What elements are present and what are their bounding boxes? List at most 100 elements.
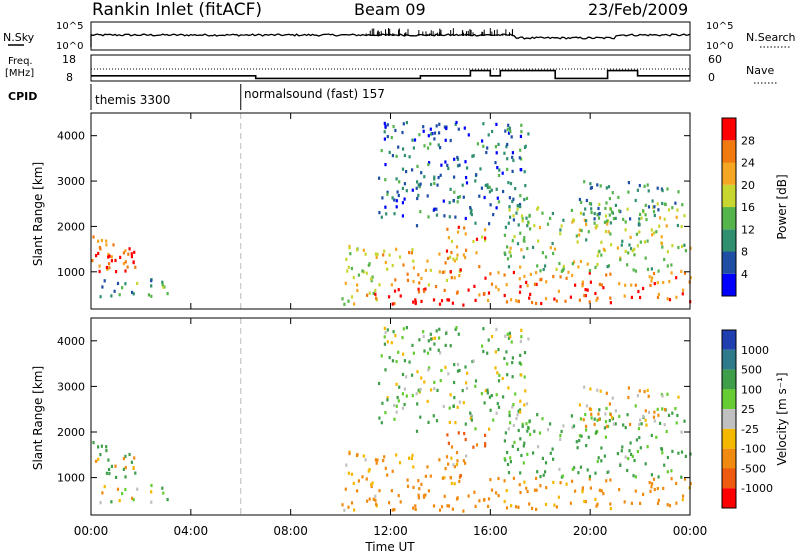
power-cell (455, 291, 459, 295)
velocity-colorbar-swatch (722, 409, 736, 429)
power-cell (386, 190, 389, 194)
velocity-cell (531, 506, 534, 510)
velocity-cell (478, 499, 481, 503)
power-cell (380, 149, 383, 153)
power-cell (551, 241, 554, 246)
velocity-cell (430, 337, 433, 341)
velocity-cell (677, 451, 680, 455)
velocity-colorbar-swatch (722, 389, 736, 410)
velocity-cell (453, 396, 456, 400)
velocity-cell (599, 389, 602, 393)
power-cell (455, 257, 458, 261)
velocity-cell (611, 396, 614, 400)
velocity-cell (572, 424, 576, 428)
power-cell (577, 265, 580, 269)
power-cell (588, 271, 591, 275)
velocity-cell (665, 429, 668, 434)
power-cell (520, 123, 523, 127)
power-cell (103, 279, 106, 283)
power-cell (411, 138, 414, 142)
power-cell (520, 157, 523, 161)
velocity-cell (457, 431, 460, 435)
velocity-cell (503, 499, 506, 504)
power-cell (518, 156, 521, 160)
power-cell (372, 291, 375, 295)
velocity-cell (386, 328, 389, 332)
power-cell (539, 269, 542, 273)
velocity-cell (384, 331, 387, 335)
power-cell (518, 277, 521, 281)
power-cell (395, 154, 398, 158)
power-cell (510, 135, 513, 139)
velocity-cell (508, 410, 511, 414)
power-cell (682, 288, 685, 292)
velocity-cell (585, 424, 588, 428)
velocity-cell (438, 327, 441, 331)
velocity-cell (640, 422, 643, 426)
velocity-cell (503, 457, 506, 461)
power-cell (448, 215, 451, 219)
power-cell (386, 192, 389, 196)
power-cell (579, 259, 582, 264)
velocity-cell (494, 350, 497, 354)
velocity-cell (671, 411, 674, 415)
velocity-cell (545, 486, 548, 490)
velocity-cell (634, 404, 637, 408)
power-cell (362, 248, 365, 252)
power-cell (415, 224, 419, 228)
velocity-colorbar-frame (721, 329, 737, 509)
velocity-cell (618, 488, 621, 492)
power-cell (621, 239, 624, 243)
power-cell (680, 225, 683, 229)
freq-tick-top: 18 (62, 53, 76, 66)
power-cell (643, 184, 646, 188)
velocity-cell (456, 369, 460, 373)
x-tick-2000: 20:00 (573, 524, 608, 538)
power-cell (646, 183, 649, 187)
velocity-cell (415, 392, 418, 396)
power-cell (438, 122, 441, 126)
velocity-cell (516, 413, 519, 417)
power-cell (502, 189, 505, 194)
power-cell (671, 244, 674, 248)
velocity-cell (444, 467, 447, 471)
velocity-cell (382, 459, 385, 463)
velocity-cell (482, 349, 485, 354)
velocity-cell (650, 433, 653, 438)
power-cell (619, 258, 622, 262)
power-cell (420, 171, 423, 175)
velocity-cell (538, 431, 542, 435)
power-cell (442, 199, 445, 203)
velocity-cell (683, 477, 687, 481)
velocity-cell (429, 474, 432, 478)
power-colorbar-swatch (722, 229, 736, 252)
power-cell (683, 214, 686, 218)
power-cell (523, 274, 526, 278)
velocity-cell (621, 445, 624, 449)
power-cell (597, 206, 600, 211)
power-cell (595, 225, 598, 229)
power-cell (483, 292, 486, 296)
power-cell (130, 252, 133, 256)
power-cell (463, 226, 466, 230)
power-cell (650, 267, 653, 271)
power-cell (357, 273, 360, 277)
velocity-cell (509, 460, 512, 464)
power-cell (523, 236, 526, 240)
power-cell (420, 299, 423, 303)
power-cell (594, 265, 597, 269)
power-cell (605, 201, 608, 205)
power-cell (350, 295, 354, 299)
power-cell (616, 246, 619, 250)
power-cell (508, 196, 511, 200)
power-cell (637, 221, 641, 225)
power-cell (585, 198, 588, 203)
power-cell (513, 235, 516, 239)
power-cell (485, 150, 488, 155)
power-cell (586, 262, 589, 266)
velocity-cell (668, 504, 672, 508)
power-cell (633, 253, 636, 257)
velocity-cell (638, 436, 641, 440)
velocity-cell (588, 407, 591, 411)
velocity-cell (605, 391, 608, 395)
